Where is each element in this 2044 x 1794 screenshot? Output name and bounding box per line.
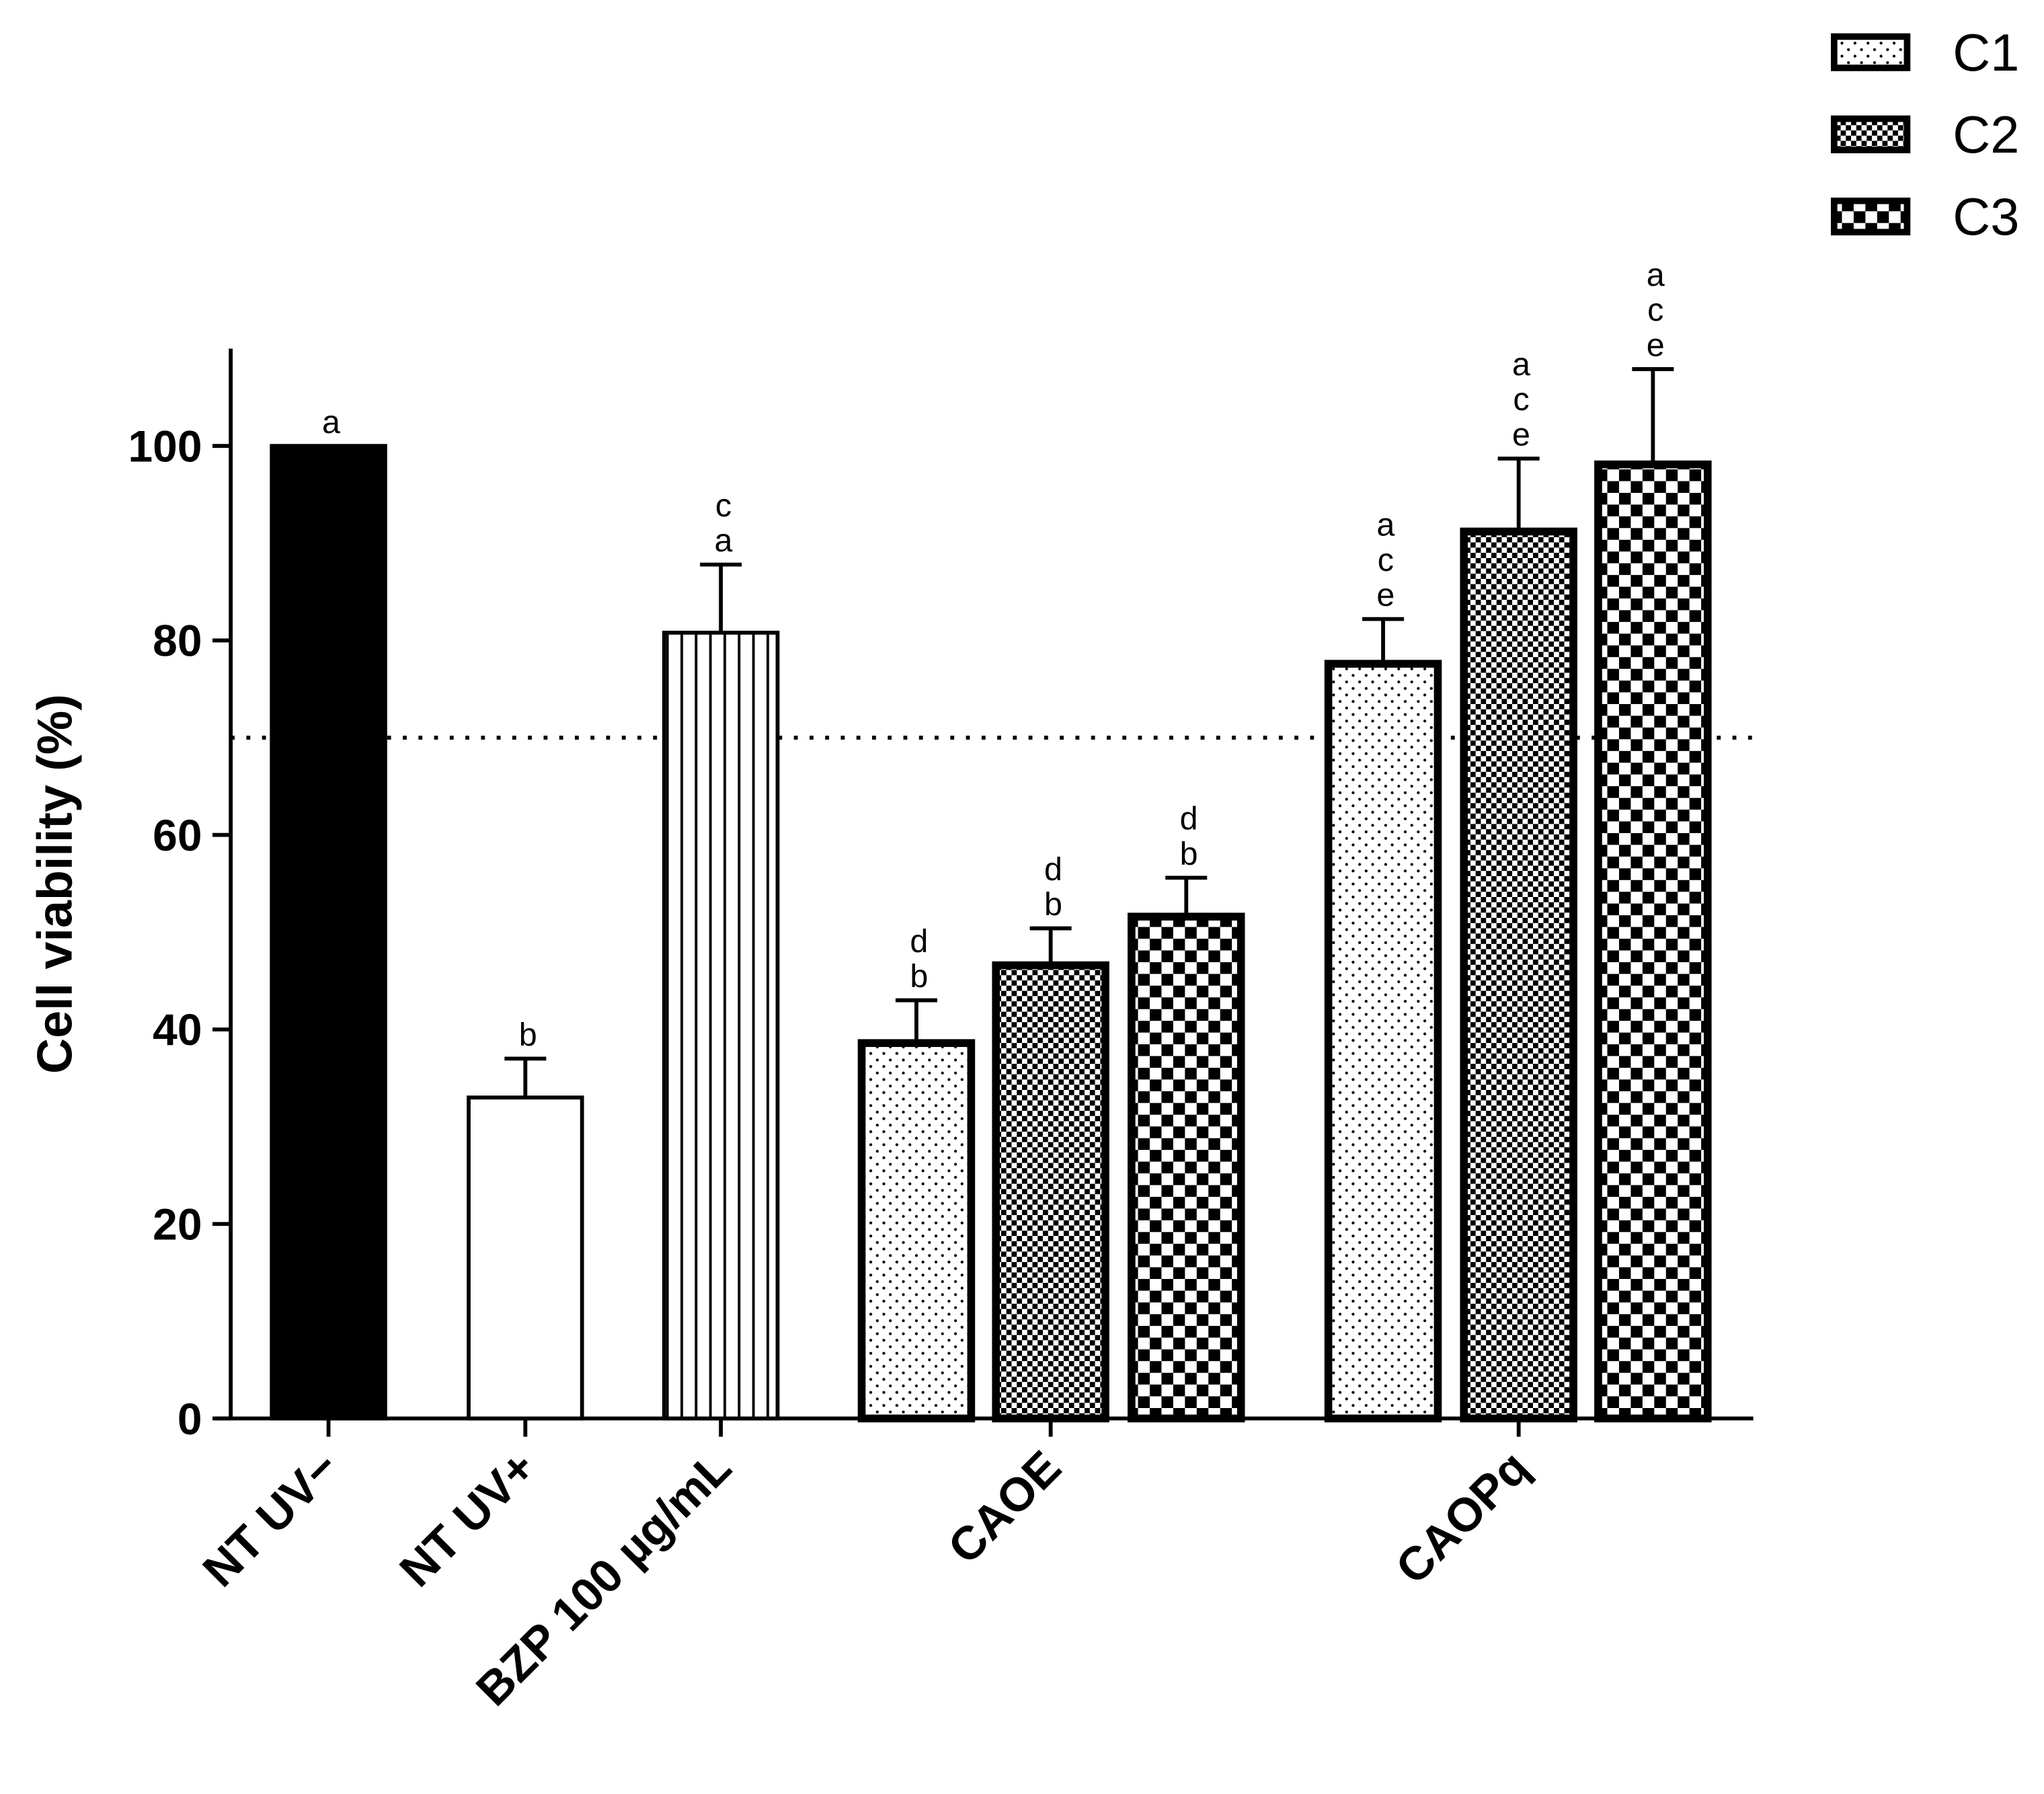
significance-letter: b bbox=[910, 958, 928, 994]
legend-label: C1 bbox=[1953, 24, 2019, 82]
y-tick-label: 40 bbox=[153, 1005, 202, 1054]
significance-letter: c bbox=[1513, 381, 1529, 418]
y-tick-label: 100 bbox=[128, 421, 202, 471]
x-tick-label: NT UV+ bbox=[389, 1441, 545, 1597]
significance-letter: a bbox=[1512, 346, 1530, 383]
y-tick-label: 80 bbox=[153, 616, 202, 666]
significance-letter: c bbox=[715, 488, 732, 524]
bar bbox=[270, 444, 387, 1421]
legend-swatch bbox=[1831, 197, 1911, 236]
bar bbox=[1324, 660, 1442, 1423]
legend-swatch bbox=[1831, 115, 1911, 153]
x-tick-label: CAOE bbox=[938, 1441, 1071, 1574]
legend-swatch bbox=[1831, 33, 1911, 71]
significance-letter: e bbox=[1647, 327, 1665, 364]
significance-letter: d bbox=[1180, 801, 1198, 837]
bar bbox=[1128, 912, 1245, 1423]
bar bbox=[857, 1039, 976, 1423]
significance-letter: a bbox=[1376, 507, 1394, 543]
bar bbox=[1460, 527, 1577, 1423]
bar bbox=[1594, 460, 1712, 1423]
legend-label: C2 bbox=[1953, 106, 2019, 164]
significance-letter: c bbox=[1378, 542, 1394, 578]
legend: C1 C2 C3 bbox=[1831, 24, 2019, 246]
x-tick-label: NT UV− bbox=[193, 1441, 349, 1597]
y-tick-label: 20 bbox=[153, 1200, 202, 1249]
y-tick-label: 0 bbox=[178, 1394, 202, 1444]
significance-letter: d bbox=[910, 923, 928, 960]
y-axis-label: Cell viability (%) bbox=[27, 694, 83, 1074]
significance-letter: e bbox=[1376, 577, 1394, 613]
x-tick-label: CAOPq bbox=[1386, 1441, 1539, 1594]
significance-letter: a bbox=[322, 404, 340, 440]
bar bbox=[992, 961, 1109, 1423]
y-tick-label: 60 bbox=[153, 810, 202, 860]
significance-letter: a bbox=[715, 522, 733, 559]
significance-letter: b bbox=[1044, 886, 1062, 923]
legend-label: C3 bbox=[1953, 188, 2019, 246]
bar bbox=[662, 630, 780, 1421]
significance-letter: e bbox=[1512, 417, 1530, 453]
significance-letter: b bbox=[519, 1017, 537, 1053]
significance-letter: b bbox=[1180, 836, 1198, 872]
significance-letter: c bbox=[1647, 292, 1663, 328]
significance-letter: a bbox=[1647, 257, 1665, 293]
bar bbox=[467, 1095, 584, 1421]
significance-letter: d bbox=[1044, 851, 1062, 888]
